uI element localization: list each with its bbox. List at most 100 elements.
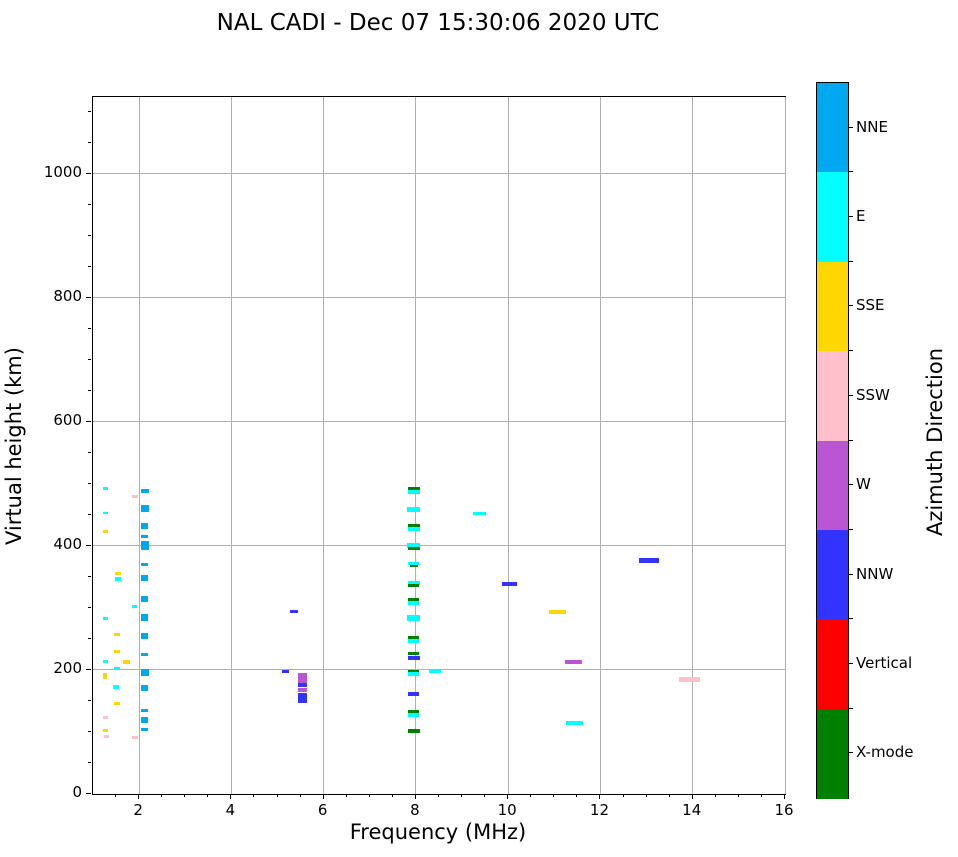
- y-tick-label: 400: [53, 534, 82, 553]
- data-point: [564, 659, 582, 664]
- colorbar-label-SSE: SSE: [856, 296, 885, 315]
- y-tick-label: 800: [53, 286, 82, 305]
- y-minor-tick: [88, 730, 91, 732]
- x-major-tick: [414, 794, 416, 799]
- data-point: [429, 670, 442, 674]
- data-point: [141, 596, 149, 603]
- data-point: [408, 598, 420, 602]
- data-point: [132, 605, 138, 609]
- gridline-x-12: [599, 97, 601, 794]
- x-major-tick: [599, 794, 601, 799]
- y-major-tick: [86, 793, 91, 794]
- data-point: [141, 728, 149, 731]
- y-minor-tick: [88, 637, 91, 639]
- data-point: [408, 669, 420, 673]
- data-point: [407, 655, 420, 660]
- x-minor-tick: [368, 794, 370, 797]
- x-axis-label: Frequency (MHz): [349, 820, 527, 844]
- data-point: [565, 720, 583, 725]
- y-minor-tick: [88, 451, 91, 453]
- data-point: [141, 614, 149, 622]
- data-point: [289, 610, 298, 614]
- data-point: [501, 581, 517, 586]
- colorbar-boundary-tick: [849, 528, 853, 530]
- x-minor-tick: [253, 794, 255, 797]
- data-point: [408, 636, 420, 640]
- x-major-tick: [507, 794, 509, 799]
- x-minor-tick: [391, 794, 393, 797]
- y-major-tick: [86, 172, 91, 174]
- colorbar-boundary-tick: [849, 707, 853, 709]
- data-point: [104, 734, 110, 738]
- x-minor-tick: [737, 794, 739, 797]
- x-tick-label: 2: [133, 801, 143, 819]
- data-point: [141, 709, 149, 713]
- data-point: [408, 562, 420, 566]
- colorbar-center-tick: [849, 126, 853, 128]
- azimuth-colorbar: [816, 82, 849, 799]
- colorbar-boundary-tick: [849, 439, 853, 441]
- x-major-tick: [691, 794, 693, 799]
- colorbar-boundary-tick: [849, 171, 853, 173]
- colorbar-segment-SSE: [817, 261, 848, 352]
- data-point: [638, 557, 659, 563]
- gridline-x-14: [692, 97, 694, 794]
- data-point: [141, 632, 149, 639]
- data-point: [679, 676, 701, 682]
- x-minor-tick: [530, 794, 532, 797]
- data-point: [409, 565, 418, 568]
- data-point: [282, 669, 290, 673]
- x-minor-tick: [760, 794, 762, 797]
- gridline-x-16: [784, 97, 786, 794]
- data-point: [298, 687, 308, 692]
- data-point: [407, 546, 420, 550]
- data-point: [408, 692, 420, 697]
- data-point: [407, 729, 420, 734]
- x-minor-tick: [461, 794, 463, 797]
- y-minor-tick: [88, 606, 91, 608]
- gridline-y-400: [93, 545, 785, 547]
- chart-title: NAL CADI - Dec 07 15:30:06 2020 UTC: [216, 10, 660, 36]
- colorbar-label-SSW: SSW: [856, 385, 890, 404]
- data-point: [408, 584, 420, 588]
- x-tick-label: 10: [497, 801, 517, 819]
- x-minor-tick: [668, 794, 670, 797]
- data-point: [407, 542, 421, 548]
- y-minor-tick: [88, 141, 91, 143]
- data-point: [408, 638, 420, 643]
- data-point: [103, 716, 109, 720]
- data-point: [408, 672, 420, 677]
- x-major-tick: [322, 794, 324, 799]
- gridline-y-800: [93, 297, 785, 299]
- data-point: [113, 650, 120, 654]
- gridline-x-8: [415, 97, 417, 794]
- x-minor-tick: [299, 794, 301, 797]
- data-point: [141, 652, 149, 656]
- colorbar-center-tick: [849, 216, 853, 218]
- colorbar-label-E: E: [856, 207, 866, 226]
- colorbar-center-tick: [849, 573, 853, 575]
- y-minor-tick: [88, 110, 91, 112]
- colorbar-boundary-tick: [849, 260, 853, 262]
- data-point: [103, 530, 109, 534]
- data-point: [103, 673, 108, 680]
- colorbar-segment-X-mode: [817, 708, 848, 799]
- y-major-tick: [86, 420, 91, 422]
- colorbar-center-tick: [849, 305, 853, 307]
- x-minor-tick: [438, 794, 439, 797]
- x-tick-label: 14: [682, 801, 702, 819]
- y-minor-tick: [88, 265, 91, 267]
- data-point: [407, 490, 420, 494]
- colorbar-label-Vertical: Vertical: [856, 653, 913, 672]
- colorbar-boundary-tick: [849, 350, 853, 352]
- data-point: [140, 541, 149, 551]
- y-tick-label: 600: [53, 410, 82, 429]
- x-minor-tick: [345, 794, 347, 797]
- data-point: [549, 609, 567, 614]
- x-minor-tick: [161, 794, 163, 797]
- x-major-tick: [784, 794, 785, 799]
- data-point: [140, 505, 149, 513]
- data-point: [113, 701, 120, 705]
- x-minor-tick: [184, 794, 186, 797]
